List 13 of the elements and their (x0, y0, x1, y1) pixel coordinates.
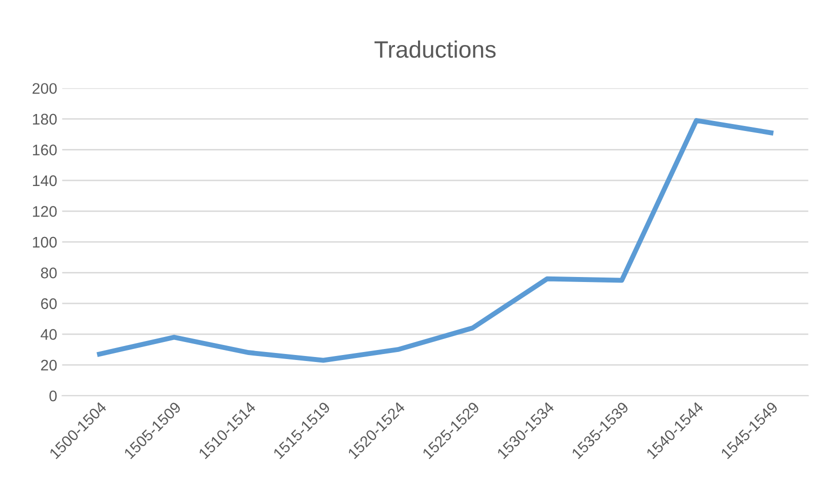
y-tick-label: 100 (32, 236, 57, 248)
y-tick-label: 0 (49, 390, 57, 402)
y-tick-label: 60 (41, 298, 57, 310)
y-tick-label: 120 (32, 206, 57, 217)
y-tick-label: 200 (32, 83, 57, 94)
chart-title: Traductions (374, 40, 496, 58)
y-tick-label: 20 (41, 360, 57, 371)
y-tick-label: 40 (40, 329, 57, 340)
y-tick-label: 180 (32, 114, 57, 125)
line-series (97, 118, 774, 363)
y-tick-label: 160 (32, 144, 57, 156)
y-tick-label: 80 (40, 268, 57, 278)
y-tick-label: 140 (32, 175, 57, 186)
